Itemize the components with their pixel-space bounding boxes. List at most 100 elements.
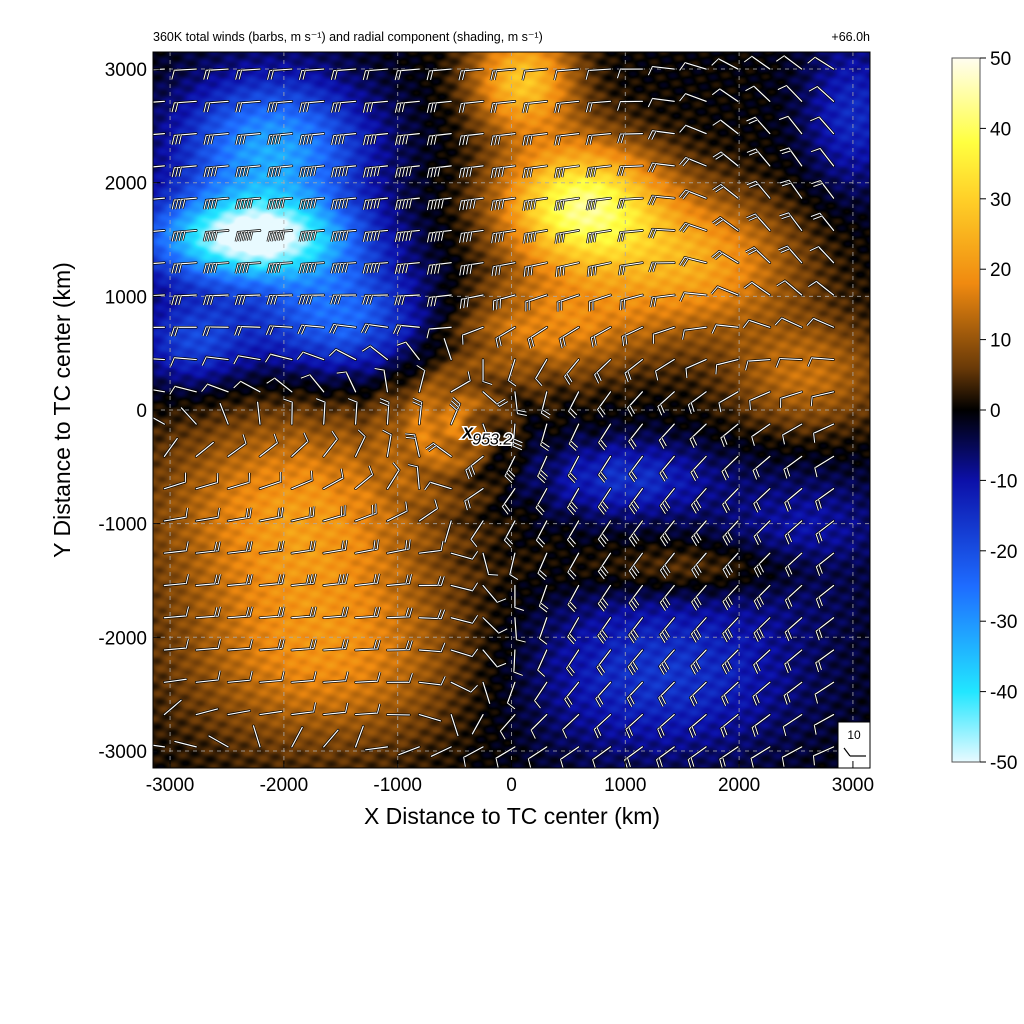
- barb-feather: [426, 135, 430, 146]
- barb-feather: [818, 596, 823, 607]
- barb-feather: [366, 167, 370, 178]
- barb-staff: [811, 391, 835, 398]
- barb-staff: [567, 584, 580, 606]
- barb-feather: [815, 566, 821, 576]
- wind-barb: [750, 422, 772, 447]
- wind-barb: [566, 616, 580, 645]
- barb-feather: [818, 660, 822, 671]
- barb-feather: [338, 102, 342, 113]
- wind-barb: [354, 465, 374, 490]
- barb-staff: [628, 617, 643, 636]
- barb-feather: [628, 473, 636, 483]
- barb-staff: [658, 423, 675, 441]
- barb-feather: [302, 135, 306, 145]
- center-pressure-label: 953.2: [472, 432, 512, 449]
- barb-feather: [722, 504, 728, 514]
- wind-barb: [426, 132, 453, 146]
- barb-feather: [631, 503, 638, 512]
- barb-feather: [540, 444, 549, 452]
- barb-feather: [530, 729, 536, 739]
- wind-barb: [234, 196, 262, 210]
- wind-barb: [202, 132, 230, 146]
- wind-barb: [719, 422, 740, 448]
- wind-barb: [567, 422, 580, 452]
- barb-staff: [588, 133, 612, 137]
- barb-staff: [784, 617, 803, 633]
- wind-barb: [585, 132, 612, 146]
- barb-feather: [682, 158, 690, 167]
- wind-barb: [752, 519, 772, 546]
- barb-feather: [433, 102, 437, 113]
- barb-reference-feather: [843, 747, 851, 757]
- wind-barb: [513, 616, 526, 644]
- barb-staff: [364, 229, 389, 234]
- barb-staff: [788, 179, 803, 199]
- barb-feather: [203, 135, 207, 145]
- barb-feather: [495, 758, 499, 768]
- wind-barb: [779, 146, 804, 168]
- barb-feather: [779, 147, 790, 152]
- barb-feather: [497, 200, 501, 210]
- barb-feather: [345, 198, 349, 209]
- barb-reference-label: 10: [847, 728, 861, 742]
- barb-staff: [418, 549, 442, 554]
- barb-feather: [245, 541, 249, 552]
- barb-feather: [506, 472, 514, 480]
- barb-feather: [679, 124, 687, 133]
- barb-feather: [405, 574, 409, 584]
- barb-feather: [628, 634, 635, 644]
- wind-barb: [746, 179, 772, 200]
- wind-barb: [647, 65, 676, 76]
- wind-barb: [457, 67, 485, 81]
- wind-barb: [711, 249, 740, 265]
- wind-barb: [681, 325, 708, 340]
- barb-feather: [711, 58, 719, 66]
- barb-staff: [173, 262, 197, 265]
- barb-feather: [601, 597, 609, 606]
- barb-feather: [523, 267, 526, 277]
- barb-feather-outline: [143, 327, 146, 336]
- barb-staff: [782, 713, 803, 728]
- barb-feather: [140, 232, 142, 241]
- wind-barb: [782, 681, 804, 705]
- barb-feather: [785, 567, 790, 577]
- wind-barb: [585, 100, 612, 113]
- wind-barb: [810, 179, 835, 200]
- barb-feather: [377, 166, 381, 177]
- barb-staff: [428, 68, 452, 72]
- barb-staff: [784, 649, 803, 665]
- barb-feather: [426, 200, 430, 211]
- barb-feather: [592, 759, 596, 768]
- barb-feather: [755, 694, 760, 704]
- barb-feather: [689, 439, 695, 449]
- wind-barb: [490, 229, 517, 244]
- wind-barb: [481, 616, 508, 635]
- barb-staff: [691, 552, 707, 571]
- barb-feather: [312, 506, 315, 516]
- wind-barb: [806, 55, 835, 71]
- barb-feather: [437, 167, 441, 177]
- barb-feather: [585, 135, 590, 146]
- barb-feather: [425, 443, 434, 450]
- barb-staff: [173, 357, 197, 361]
- barb-feather: [601, 629, 609, 638]
- barb-feather: [463, 298, 466, 309]
- barb-staff: [567, 488, 580, 509]
- wind-barb: [170, 67, 198, 80]
- barb-feather: [526, 233, 530, 243]
- wind-barb: [252, 724, 262, 749]
- barb-feather: [498, 336, 502, 347]
- barb-feather: [440, 642, 446, 652]
- barb-feather: [502, 506, 509, 515]
- barb-feather: [751, 436, 755, 446]
- barb-feather: [695, 531, 702, 541]
- wind-barb: [596, 616, 612, 645]
- barb-feather: [778, 245, 788, 251]
- wind-barb: [163, 573, 190, 587]
- barb-feather: [631, 535, 638, 544]
- barb-feather: [715, 364, 718, 375]
- center-marker-group: X 953.2: [460, 424, 514, 450]
- barb-feather: [695, 660, 701, 670]
- barb-feather: [312, 263, 317, 273]
- barb-feather: [712, 184, 722, 191]
